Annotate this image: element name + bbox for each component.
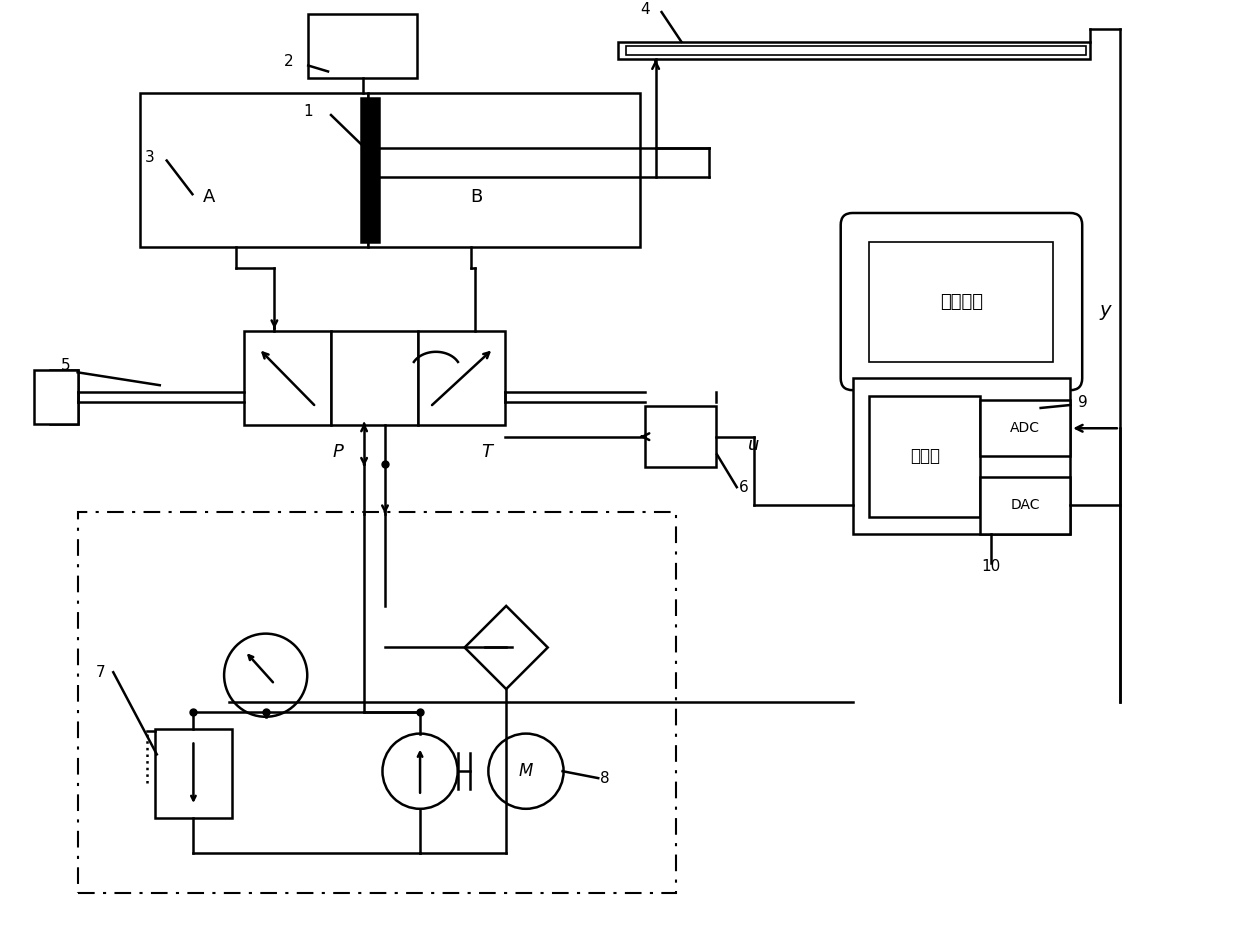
Text: DAC: DAC [1011, 498, 1040, 512]
Text: 5: 5 [61, 358, 71, 373]
Bar [418, 331, 505, 425]
Bar [244, 331, 331, 425]
Bar [367, 94, 640, 246]
Bar [309, 14, 417, 79]
Text: A: A [203, 188, 216, 206]
Bar [155, 729, 232, 818]
Bar [853, 379, 1070, 533]
Text: 4: 4 [640, 2, 650, 17]
Text: T: T [481, 444, 492, 461]
Bar [981, 400, 1070, 457]
Text: 图形界面: 图形界面 [940, 293, 983, 310]
Bar [361, 98, 378, 242]
Text: 9: 9 [1079, 394, 1087, 409]
Bar [869, 396, 981, 517]
Text: 计算机: 计算机 [910, 447, 940, 466]
Text: 1: 1 [304, 104, 312, 119]
Text: ADC: ADC [1011, 421, 1040, 435]
Text: 10: 10 [982, 558, 1001, 574]
Text: 6: 6 [739, 480, 749, 494]
Text: M: M [518, 762, 533, 781]
Bar [981, 477, 1070, 533]
Text: 3: 3 [145, 150, 155, 165]
Text: 8: 8 [600, 770, 610, 785]
Bar [140, 94, 367, 246]
Text: u: u [748, 435, 759, 454]
Bar [78, 512, 676, 893]
Bar [869, 242, 1053, 362]
Text: 7: 7 [95, 665, 105, 680]
Bar [33, 370, 78, 424]
Text: 2: 2 [284, 54, 293, 69]
Bar [331, 331, 418, 425]
Bar [618, 42, 1090, 58]
Text: B: B [470, 188, 482, 206]
FancyBboxPatch shape [841, 213, 1083, 390]
Bar [626, 45, 1086, 55]
Text: P: P [332, 444, 343, 461]
Bar [50, 369, 78, 424]
Bar [645, 406, 715, 468]
Text: y: y [1099, 302, 1111, 320]
